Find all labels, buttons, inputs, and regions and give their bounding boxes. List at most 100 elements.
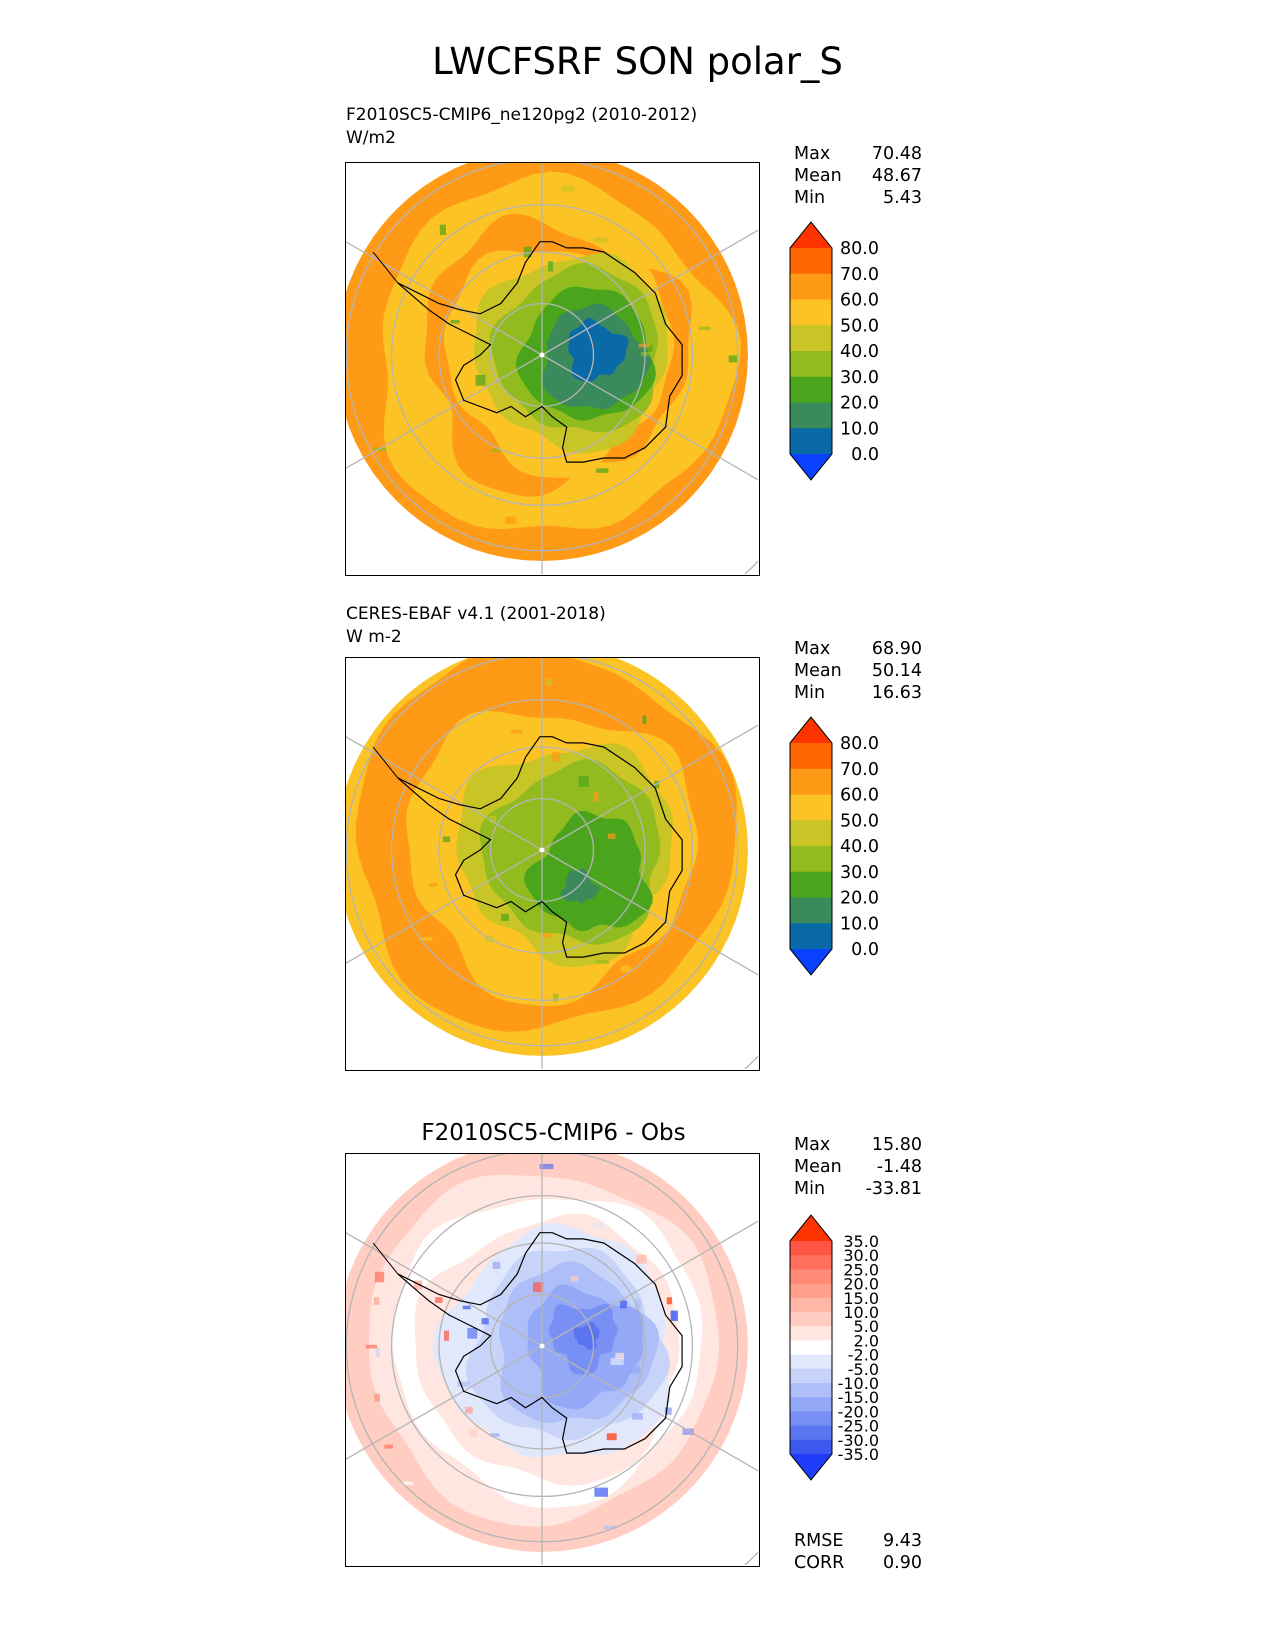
panel2-stats: Max 68.90 Mean 50.14 Min 16.63 bbox=[794, 638, 922, 704]
colorbar-extend-min bbox=[790, 454, 832, 480]
panel3-colorbar: 35.0 30.0 25.0 20.0 15.0 10.0 5.0 2.0 -2.0 -5.0 -1… bbox=[789, 1214, 930, 1488]
polar-map-svg bbox=[346, 163, 758, 574]
speckle-patch bbox=[374, 1393, 380, 1402]
colorbar-swatch bbox=[790, 1312, 832, 1327]
speckle-patch bbox=[490, 1433, 500, 1437]
speckle-patch bbox=[505, 516, 517, 524]
speckle-patch bbox=[682, 1428, 694, 1435]
colorbar-tick-label: 20.0 bbox=[840, 394, 879, 414]
colorbar-tick-label: 10.0 bbox=[840, 419, 879, 439]
colorbar-swatch bbox=[790, 846, 832, 873]
max-label: Max bbox=[794, 639, 831, 659]
speckle-patch bbox=[511, 729, 523, 734]
mean-value: 48.67 bbox=[871, 166, 922, 186]
meridian-line bbox=[346, 354, 543, 469]
speckle-patch bbox=[664, 1407, 672, 1415]
speckle-patch bbox=[519, 1218, 531, 1223]
speckle-patch bbox=[539, 1163, 554, 1170]
speckle-patch bbox=[413, 1280, 423, 1290]
speckle-patch bbox=[578, 776, 589, 787]
colorbar-swatch bbox=[790, 1425, 832, 1441]
speckle-patch bbox=[548, 261, 554, 272]
speckle-patch bbox=[596, 468, 609, 473]
rmse-label: RMSE bbox=[794, 1531, 844, 1551]
max-value: 15.80 bbox=[871, 1135, 922, 1155]
colorbar-tick-label: -25.0 bbox=[838, 1417, 879, 1436]
speckle-patch bbox=[469, 1429, 478, 1437]
mean-label: Mean bbox=[794, 661, 842, 681]
panel2-map bbox=[345, 657, 760, 1071]
colorbar-swatch bbox=[790, 376, 832, 404]
speckle-patch bbox=[420, 936, 433, 941]
speckle-patch bbox=[365, 1344, 378, 1349]
colorbar-swatch bbox=[790, 1297, 832, 1313]
colorbar-tick-label: 0.0 bbox=[851, 445, 879, 465]
antarctica-coastline bbox=[397, 241, 683, 463]
meridian-line bbox=[541, 354, 758, 481]
speckle-patch bbox=[433, 969, 445, 977]
corr-label: CORR bbox=[794, 1553, 845, 1573]
colorbar-tick-label: 60.0 bbox=[840, 291, 879, 311]
meridian-line bbox=[346, 1232, 543, 1347]
colorbar-tick-label: -10.0 bbox=[838, 1374, 879, 1393]
speckle-patch bbox=[475, 375, 486, 386]
colorbar-tick-label: 5.0 bbox=[854, 1317, 879, 1336]
polar-map-svg bbox=[346, 658, 758, 1069]
colorbar-tick-label: 20.0 bbox=[843, 1275, 879, 1294]
panel1-stats: Max 70.48 Mean 48.67 Min 5.43 bbox=[794, 143, 922, 209]
colorbar-tick-label: 20.0 bbox=[840, 889, 879, 909]
speckle-patch bbox=[374, 1271, 385, 1283]
south-pole-marker bbox=[539, 1343, 545, 1349]
colorbar-tick-label: 30.0 bbox=[840, 863, 879, 883]
colorbar-swatch bbox=[790, 1326, 832, 1341]
speckle-patch bbox=[593, 791, 599, 802]
colorbar-tick-label: 70.0 bbox=[840, 265, 879, 285]
antarctica-coastline bbox=[397, 1232, 683, 1454]
colorbar-tick-label: 50.0 bbox=[840, 316, 879, 336]
speckle-patch bbox=[501, 913, 509, 921]
speckle-patch bbox=[375, 1348, 380, 1358]
colorbar-swatch bbox=[790, 1283, 832, 1299]
filled-contours bbox=[346, 1154, 748, 1552]
colorbar-swatch bbox=[790, 820, 832, 847]
colorbar-swatch bbox=[790, 743, 832, 770]
speckle-patch bbox=[444, 1330, 449, 1341]
colorbar-swatch bbox=[790, 402, 832, 429]
speckle-patch bbox=[433, 415, 445, 422]
mean-label: Mean bbox=[794, 166, 842, 186]
colorbar-swatch bbox=[790, 1368, 832, 1384]
speckle-patch bbox=[606, 1433, 617, 1441]
panel3-title: F2010SC5-CMIP6 - Obs bbox=[421, 1120, 686, 1146]
colorbar-swatch bbox=[790, 1397, 832, 1412]
speckle-patch bbox=[632, 1413, 643, 1420]
mean-label: Mean bbox=[794, 1157, 842, 1177]
panel1-units: W/m2 bbox=[346, 128, 396, 148]
colorbar-tick-label: 25.0 bbox=[843, 1260, 879, 1279]
filled-contours bbox=[346, 163, 748, 561]
panel2-title: CERES-EBAF v4.1 (2001-2018) W m-2 bbox=[346, 603, 606, 649]
colorbar-extend-max bbox=[790, 717, 832, 743]
min-label: Min bbox=[794, 1179, 826, 1199]
speckle-patch bbox=[636, 1254, 647, 1264]
corr-value: 0.90 bbox=[883, 1553, 922, 1573]
graticule bbox=[346, 658, 758, 1069]
colorbar-tick-label: -2.0 bbox=[848, 1346, 879, 1365]
speckle-patch bbox=[728, 355, 739, 363]
speckle-patch bbox=[523, 246, 532, 258]
colorbar-tick-label: -20.0 bbox=[838, 1402, 879, 1421]
speckle-patch bbox=[481, 1318, 489, 1325]
speckle-patch bbox=[620, 1300, 627, 1309]
speckle-patch bbox=[405, 1378, 415, 1384]
contour-band bbox=[568, 318, 629, 383]
speckle-patch bbox=[491, 448, 500, 453]
speckle-patch bbox=[484, 936, 494, 943]
speckle-patch bbox=[666, 1297, 672, 1305]
colorbar-swatch bbox=[790, 299, 832, 326]
panel1-title-line1: F2010SC5-CMIP6_ne120pg2 (2010-2012) bbox=[346, 105, 698, 125]
speckle-patch bbox=[467, 1327, 478, 1339]
colorbar-extend-min bbox=[790, 1454, 832, 1480]
meridian-line bbox=[541, 724, 758, 851]
speckle-patch bbox=[558, 1204, 572, 1209]
colorbar-swatch bbox=[790, 794, 832, 821]
colorbar-swatch bbox=[790, 1411, 832, 1427]
